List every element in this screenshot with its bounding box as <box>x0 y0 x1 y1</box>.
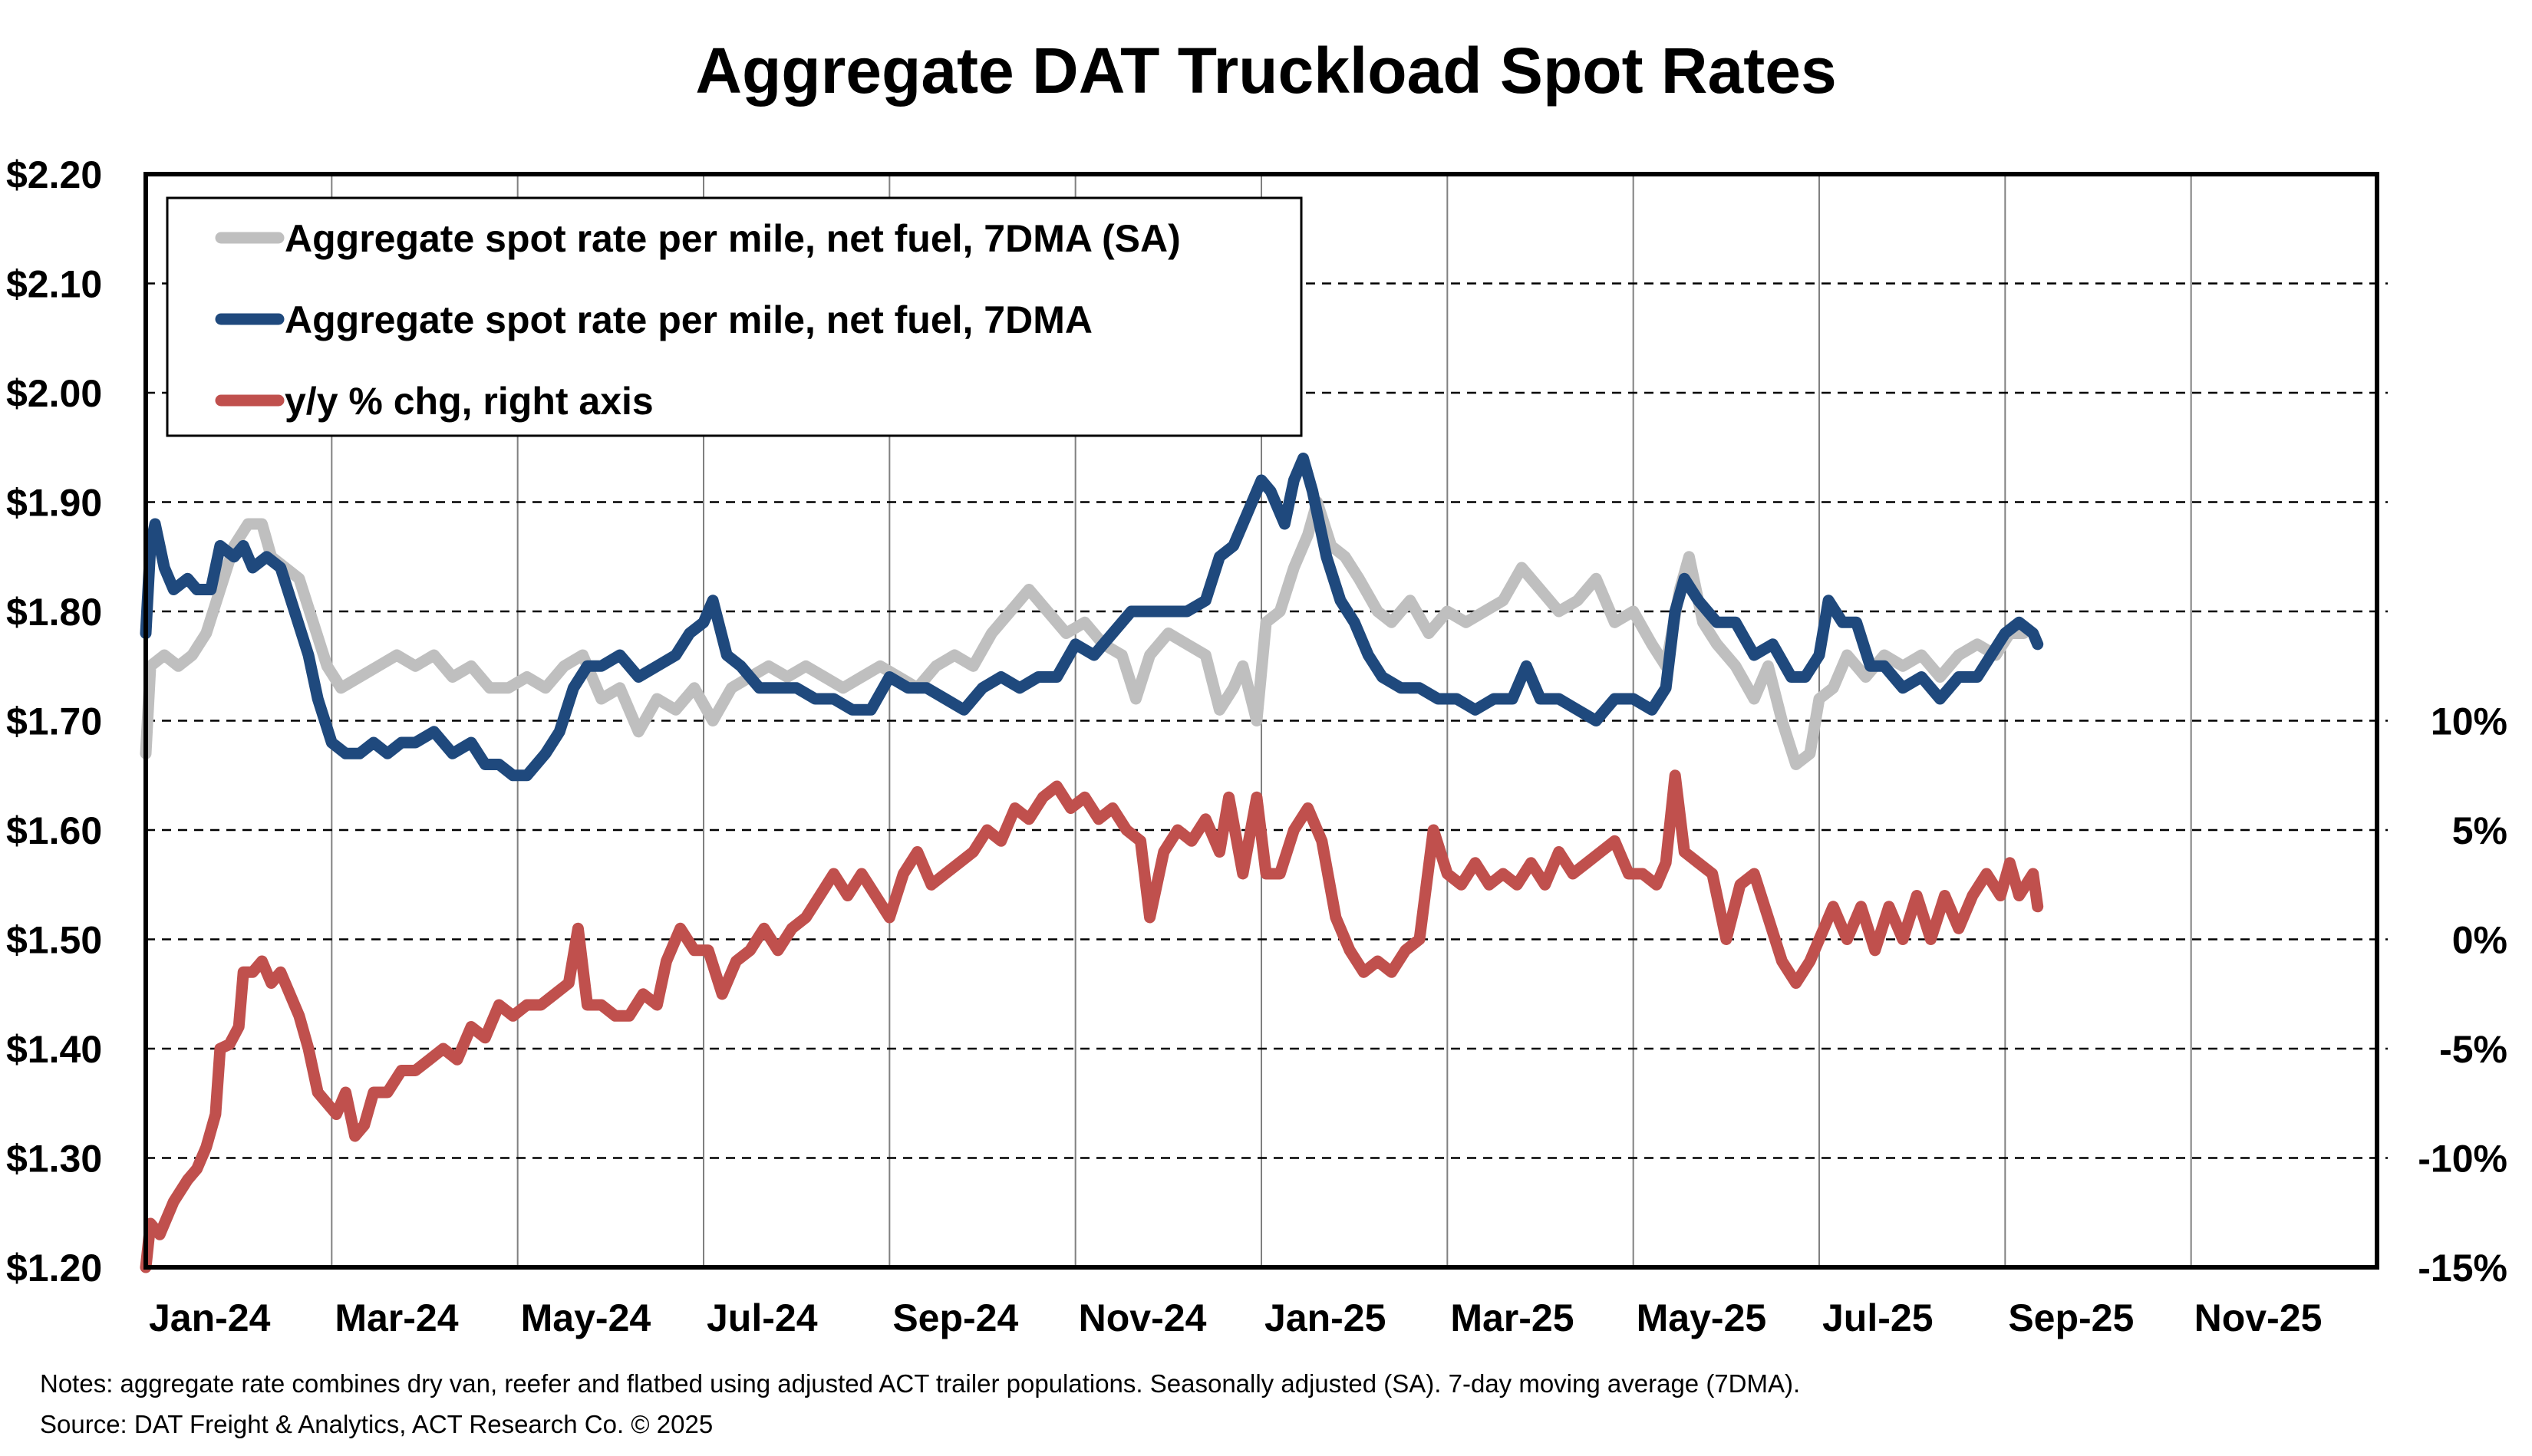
x-axis-tick-label: Sep-24 <box>892 1296 1018 1339</box>
x-axis-tick-label: Nov-24 <box>1079 1296 1207 1339</box>
x-axis-tick-label: May-25 <box>1637 1296 1767 1339</box>
series-line-2 <box>140 769 2044 1273</box>
legend-label: Aggregate spot rate per mile, net fuel, … <box>285 217 1181 260</box>
x-axis-tick-label: Jul-24 <box>707 1296 818 1339</box>
right-axis-tick-label: -15% <box>2418 1247 2507 1290</box>
left-axis-tick-labels: $1.20 $1.30 $1.40 $1.50 $1.60 $1.70 $1.80 $1.90… <box>6 153 102 1290</box>
right-axis-tick-label: -10% <box>2418 1138 2507 1181</box>
x-axis-tick-label: Mar-24 <box>335 1296 458 1339</box>
series-line-0 <box>140 496 2030 770</box>
right-axis-tick-label: -5% <box>2439 1028 2507 1071</box>
chart-notes: Notes: aggregate rate combines dry van, … <box>40 1369 1801 1398</box>
plot-area-frame <box>143 172 2379 1270</box>
chart-title: Aggregate DAT Truckload Spot Rates <box>695 35 1837 107</box>
legend-label: Aggregate spot rate per mile, net fuel, … <box>285 298 1093 341</box>
x-axis-tick-label: Jul-25 <box>1822 1296 1934 1339</box>
left-axis-tick-label: $1.90 <box>6 482 102 525</box>
series-line-1 <box>140 453 2044 782</box>
right-axis-tick-label: 0% <box>2452 919 2507 962</box>
series-layer <box>140 453 2044 1273</box>
chart-source: Source: DAT Freight & Analytics, ACT Res… <box>40 1410 714 1438</box>
legend-label: y/y % chg, right axis <box>285 380 654 423</box>
x-axis-tick-label: Mar-25 <box>1450 1296 1574 1339</box>
x-axis-tick-labels: Jan-24 Mar-24 May-24 Jul-24 Sep-24 Nov-24 Jan-… <box>149 1296 2322 1339</box>
x-axis-tick-label: May-24 <box>521 1296 651 1339</box>
x-axis-tick-label: Jan-24 <box>149 1296 271 1339</box>
legend-box <box>166 196 1303 437</box>
x-axis-tick-label: Jan-25 <box>1264 1296 1386 1339</box>
left-axis-tick-label: $2.20 <box>6 153 102 196</box>
left-axis-tick-label: $2.00 <box>6 372 102 415</box>
x-axis-tick-label: Sep-25 <box>2008 1296 2134 1339</box>
right-axis-tick-label: 5% <box>2452 809 2507 852</box>
legend: Aggregate spot rate per mile, net fuel, … <box>166 196 1303 437</box>
left-axis-tick-label: $2.10 <box>6 263 102 306</box>
right-axis-tick-label: 10% <box>2431 700 2507 743</box>
left-axis-tick-label: $1.70 <box>6 700 102 743</box>
left-axis-tick-label: $1.80 <box>6 591 102 634</box>
left-axis-tick-label: $1.60 <box>6 809 102 852</box>
left-axis-tick-label: $1.40 <box>6 1028 102 1071</box>
left-axis-tick-label: $1.50 <box>6 919 102 962</box>
right-axis-tick-labels: -15% -10% -5% 0% 5% 10% <box>2418 700 2507 1290</box>
left-axis-tick-label: $1.30 <box>6 1138 102 1181</box>
x-axis-tick-label: Nov-25 <box>2194 1296 2323 1339</box>
left-axis-tick-label: $1.20 <box>6 1247 102 1290</box>
